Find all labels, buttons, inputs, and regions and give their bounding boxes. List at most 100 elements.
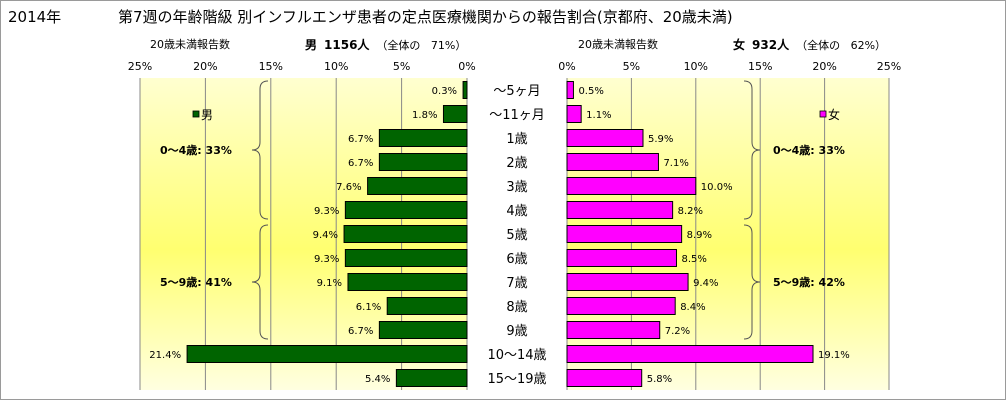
female-bar: [566, 297, 676, 315]
female-legend-label: 女: [828, 107, 840, 122]
male-bar: [378, 321, 468, 339]
female-bar: [566, 225, 683, 243]
female-bar: [566, 201, 674, 219]
female-data-label: 10.0%: [701, 182, 733, 193]
female-tick-label: 0%: [558, 60, 575, 73]
female-data-label: 8.5%: [681, 254, 706, 265]
female-bar: [566, 369, 643, 387]
male-bar: [442, 105, 468, 123]
female-bar: [566, 345, 814, 363]
male-data-label: 9.3%: [314, 206, 339, 217]
male-bar: [462, 81, 468, 99]
male-bar: [378, 129, 468, 147]
male-data-label: 21.4%: [149, 350, 181, 361]
male-sex-label: 男: [305, 38, 318, 52]
male-share-value: 71%）: [430, 39, 467, 52]
female-count: 932人: [752, 38, 790, 52]
male-bar: [386, 297, 468, 315]
category-label: 7歳: [506, 276, 527, 291]
male-tick-label: 25%: [128, 60, 152, 73]
category-label: 3歳: [506, 180, 527, 195]
female-bar: [566, 249, 677, 267]
chart-title: 第7週の年齢階級 別インフルエンザ患者の定点医療機関からの報告割合(京都府、20…: [118, 8, 733, 26]
male-data-label: 6.7%: [348, 134, 373, 145]
female-data-label: 9.4%: [693, 278, 718, 289]
female-brace-5-9: [743, 224, 761, 340]
male-data-label: 6.1%: [356, 302, 381, 313]
female-tick-label: 5%: [623, 60, 640, 73]
female-tick-label: 20%: [812, 60, 836, 73]
female-data-label: 19.1%: [818, 350, 850, 361]
male-bar: [344, 249, 468, 267]
male-tick-label: 10%: [324, 60, 348, 73]
category-label: 9歳: [506, 324, 527, 339]
female-data-label: 8.9%: [687, 230, 712, 241]
male-bar: [367, 177, 468, 195]
male-tick-label: 0%: [458, 60, 475, 73]
male-count: 1156人: [324, 38, 370, 52]
female-tick-label: 10%: [684, 60, 708, 73]
category-label: 1歳: [506, 132, 527, 147]
female-share-prefix: （全体の: [796, 39, 841, 52]
female-data-label: 8.4%: [680, 302, 705, 313]
male-data-label: 9.1%: [317, 278, 342, 289]
female-data-label: 5.8%: [647, 374, 672, 385]
female-tick-label: 25%: [877, 60, 901, 73]
male-data-label: 6.7%: [348, 326, 373, 337]
male-legend-label: 男: [201, 108, 213, 122]
male-legend-swatch: [192, 110, 200, 118]
female-tick-label: 15%: [748, 60, 772, 73]
male-stats: 男 1156人 （全体の 71%）: [305, 36, 466, 53]
female-data-label: 0.5%: [578, 86, 603, 97]
male-bar: [378, 153, 468, 171]
male-data-label: 9.3%: [314, 254, 339, 265]
female-bar: [566, 177, 697, 195]
male-group-5-9-label: 5〜9歳: 41%: [160, 275, 232, 289]
male-bar: [343, 225, 468, 243]
male-data-label: 5.4%: [365, 374, 390, 385]
male-subtitle: 20歳未満報告数: [150, 38, 230, 51]
female-bar: [566, 321, 661, 339]
male-data-label: 7.6%: [336, 182, 361, 193]
female-subtitle: 20歳未満報告数: [578, 38, 658, 51]
female-group-0-4-label: 0〜4歳: 33%: [773, 143, 845, 157]
male-tick-label: 5%: [393, 60, 410, 73]
female-stats: 女 932人 （全体の 62%）: [733, 36, 886, 53]
female-bar: [566, 153, 659, 171]
category-label: 〜5ヶ月: [493, 84, 540, 99]
female-sex-label: 女: [733, 38, 746, 52]
female-data-label: 1.1%: [586, 110, 611, 121]
year-label: 2014年: [8, 8, 62, 26]
male-brace-0-4: [251, 80, 269, 220]
category-label: 5歳: [506, 228, 527, 243]
female-data-label: 7.1%: [663, 158, 688, 169]
male-bar: [347, 273, 468, 291]
female-data-label: 5.9%: [648, 134, 673, 145]
category-label: 15〜19歳: [487, 372, 546, 387]
female-bar: [566, 129, 644, 147]
male-data-label: 6.7%: [348, 158, 373, 169]
male-tick-label: 20%: [193, 60, 217, 73]
category-label: 10〜14歳: [487, 348, 546, 363]
category-label: 8歳: [506, 300, 527, 315]
female-group-5-9-label: 5〜9歳: 42%: [773, 275, 845, 289]
female-bar: [566, 105, 582, 123]
female-share-value: 62%）: [850, 39, 887, 52]
category-label: 4歳: [506, 204, 527, 219]
category-label: 2歳: [506, 156, 527, 171]
category-label: 〜11ヶ月: [489, 108, 545, 123]
male-bar: [395, 369, 468, 387]
male-data-label: 1.8%: [412, 110, 437, 121]
male-data-label: 9.4%: [313, 230, 338, 241]
male-brace-5-9: [251, 224, 269, 340]
category-label: 6歳: [506, 252, 527, 267]
female-bar: [566, 81, 574, 99]
female-data-label: 7.2%: [665, 326, 690, 337]
female-bar: [566, 273, 689, 291]
male-bar: [344, 201, 468, 219]
female-data-label: 8.2%: [678, 206, 703, 217]
male-group-0-4-label: 0〜4歳: 33%: [160, 143, 232, 157]
male-bar: [186, 345, 468, 363]
male-tick-label: 15%: [259, 60, 283, 73]
